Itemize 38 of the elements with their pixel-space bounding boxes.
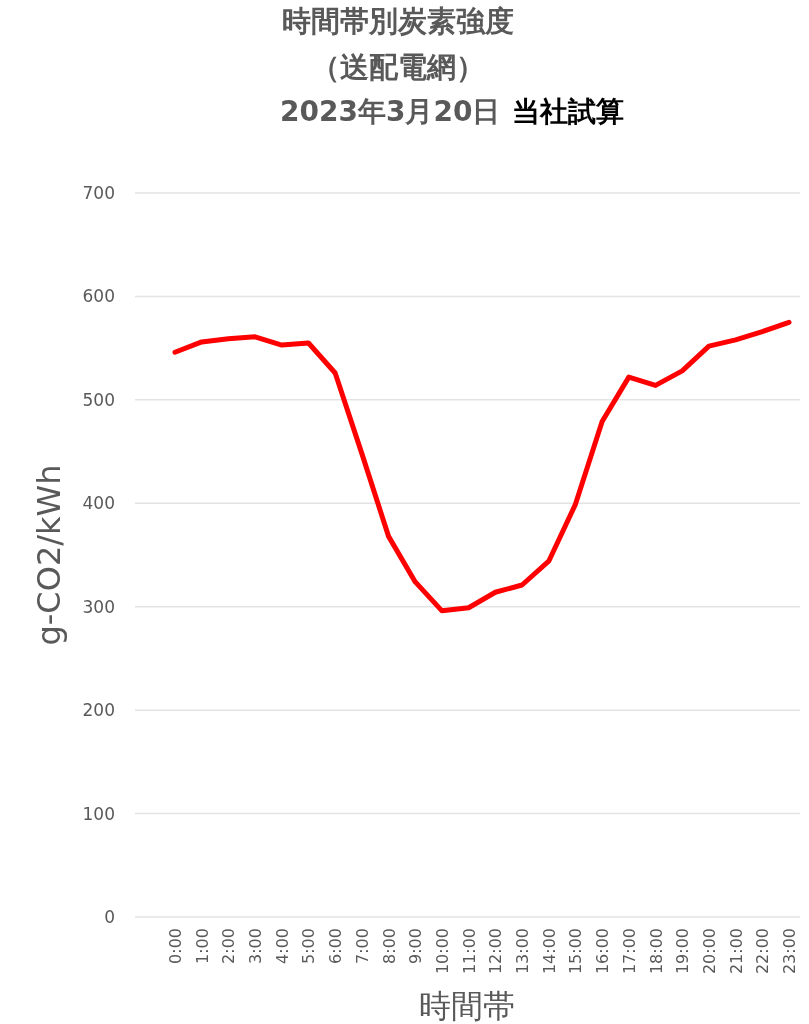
y-tick-label: 100 xyxy=(82,803,115,824)
x-tick-label: 11:00 xyxy=(459,928,479,975)
x-axis-title: 時間帯 xyxy=(419,987,515,1024)
x-tick-label: 6:00 xyxy=(326,928,346,964)
text: 当社試算 xyxy=(512,95,625,128)
x-tick-label: 16:00 xyxy=(593,928,613,975)
y-axis-title: g-CO2/kWh xyxy=(30,464,68,646)
x-tick-label: 17:00 xyxy=(619,928,639,975)
y-tick-label: 300 xyxy=(82,596,115,617)
text: 2023年3月20日 xyxy=(280,95,501,128)
x-tick-label: 2:00 xyxy=(219,928,239,964)
x-tick-label: 1:00 xyxy=(192,928,212,964)
x-tick-label: 22:00 xyxy=(753,928,773,975)
x-tick-label: 0:00 xyxy=(166,928,185,964)
x-tick-label: 12:00 xyxy=(486,928,506,975)
x-tick-label: 14:00 xyxy=(539,928,559,975)
x-tick-label: 7:00 xyxy=(352,928,372,964)
y-tick-label: 700 xyxy=(82,183,115,203)
x-tick-label: 4:00 xyxy=(272,928,292,964)
x-tick-label: 13:00 xyxy=(513,928,533,975)
x-tick-label: 10:00 xyxy=(432,928,452,975)
y-tick-label: 600 xyxy=(82,286,115,307)
x-tick-label: 5:00 xyxy=(299,928,319,964)
y-tick-label: 500 xyxy=(82,389,115,410)
x-tick-label: 19:00 xyxy=(673,928,693,975)
x-tick-label: 9:00 xyxy=(406,928,426,964)
x-tick-label: 18:00 xyxy=(646,928,666,975)
chart-title: 時間帯別炭素強度 xyxy=(282,4,514,38)
chart-subtitle: （送配電網） xyxy=(311,50,485,84)
x-tick-label: 3:00 xyxy=(246,928,266,964)
y-tick-label: 200 xyxy=(82,700,115,721)
x-tick-label: 23:00 xyxy=(780,928,799,975)
x-tick-label: 15:00 xyxy=(566,928,586,975)
x-tick-label: 21:00 xyxy=(726,928,746,975)
y-tick-label: 400 xyxy=(82,493,115,514)
x-tick-label: 8:00 xyxy=(379,928,399,964)
x-tick-label: 20:00 xyxy=(699,928,719,975)
y-tick-label: 0 xyxy=(104,907,115,927)
